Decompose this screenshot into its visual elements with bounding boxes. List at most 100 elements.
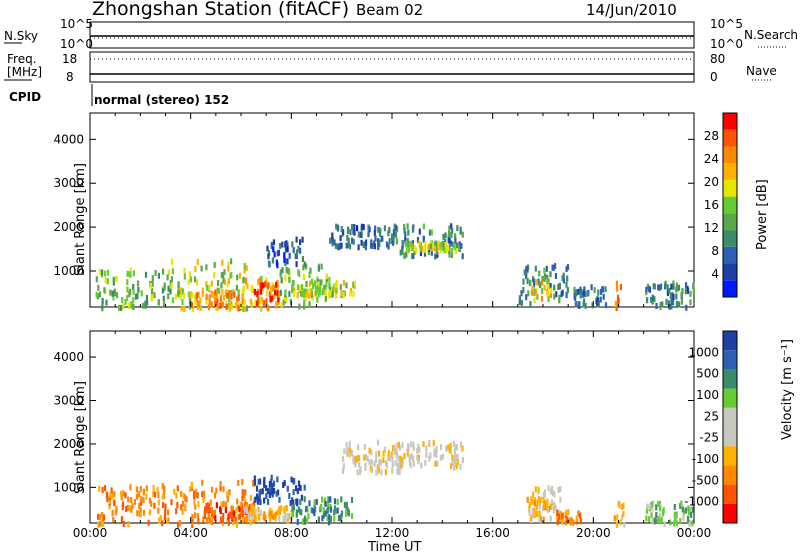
velocity-cell bbox=[263, 511, 266, 518]
velocity-cell bbox=[226, 496, 229, 503]
power-cell bbox=[549, 283, 552, 290]
velocity-cell bbox=[176, 502, 179, 508]
power-cell bbox=[122, 303, 125, 310]
velocity-cell bbox=[333, 515, 336, 522]
velocity-cell bbox=[166, 518, 169, 525]
velocity-cell bbox=[285, 505, 288, 512]
power-cell bbox=[380, 235, 383, 242]
power-cell bbox=[391, 233, 394, 240]
power-cell bbox=[438, 244, 441, 251]
power-cell bbox=[215, 305, 218, 311]
velocity-cell bbox=[158, 517, 161, 524]
velocity-cell bbox=[621, 514, 624, 521]
velocity-cell bbox=[209, 499, 212, 506]
velocity-cell bbox=[544, 504, 547, 511]
velocity-cell bbox=[153, 491, 157, 498]
power-cell bbox=[245, 265, 248, 272]
power-cell bbox=[268, 291, 271, 297]
power-cell bbox=[189, 276, 192, 283]
velocity-cell bbox=[401, 442, 404, 449]
power-cell bbox=[419, 250, 423, 257]
power-cell bbox=[419, 245, 422, 252]
velocity-cell bbox=[139, 511, 142, 518]
power-cell bbox=[336, 280, 339, 286]
power-cell bbox=[276, 284, 279, 291]
power-cell bbox=[241, 293, 244, 300]
power-cell bbox=[448, 238, 451, 244]
power-cell bbox=[342, 280, 346, 286]
velocity-cell bbox=[391, 467, 394, 474]
power-cell bbox=[340, 242, 343, 249]
velocity-cell bbox=[529, 515, 532, 522]
power-cell bbox=[296, 292, 299, 299]
velocity-cell bbox=[203, 513, 207, 520]
velocity-cell bbox=[651, 505, 654, 512]
velocity-cell bbox=[230, 506, 233, 513]
power-cell bbox=[593, 287, 596, 294]
velocity-cell bbox=[210, 519, 213, 526]
power-cell bbox=[562, 277, 565, 284]
power-cell bbox=[298, 303, 301, 310]
power-cell bbox=[554, 263, 557, 270]
velocity-cell bbox=[214, 492, 217, 499]
cpid-text: normal (stereo) 152 bbox=[94, 93, 230, 107]
power-cell bbox=[577, 288, 580, 295]
velocity-cell bbox=[408, 459, 412, 466]
power-cell bbox=[360, 223, 363, 230]
power-cell bbox=[677, 284, 681, 291]
velocity-cell bbox=[373, 460, 376, 467]
power-cell bbox=[579, 286, 582, 293]
power-cell bbox=[189, 291, 192, 298]
velocity-cell bbox=[256, 493, 259, 500]
velocity-cell bbox=[388, 455, 391, 462]
power-cell bbox=[689, 290, 692, 297]
velocity-cell bbox=[164, 503, 167, 510]
velocity-cell bbox=[449, 442, 452, 449]
power-cell bbox=[131, 303, 135, 310]
power-cell bbox=[450, 240, 453, 247]
power-cell bbox=[95, 276, 98, 283]
power-cell bbox=[407, 229, 410, 236]
power-cell bbox=[216, 298, 219, 305]
power-cell bbox=[331, 237, 334, 244]
velocity-cell bbox=[333, 505, 337, 512]
power-cell bbox=[615, 305, 618, 312]
power-cell bbox=[392, 235, 395, 241]
power-cell bbox=[526, 278, 529, 285]
power-colorbar-tick: 20 bbox=[704, 175, 719, 189]
freq-tick-high: 18 bbox=[62, 52, 78, 66]
velocity-cell bbox=[283, 506, 286, 513]
velocity-cell bbox=[340, 496, 343, 503]
velocity-cell bbox=[288, 493, 291, 499]
power-cell bbox=[325, 281, 328, 288]
velocity-cell bbox=[616, 521, 619, 528]
power-cell bbox=[378, 239, 381, 246]
velocity-cell bbox=[292, 478, 295, 485]
velocity-colorbar-tick: 500 bbox=[696, 367, 719, 381]
velocity-ytick-label: 3000 bbox=[53, 394, 84, 408]
power-cell bbox=[540, 288, 544, 294]
power-cell bbox=[435, 241, 438, 248]
velocity-cell bbox=[110, 487, 113, 494]
velocity-cell bbox=[244, 506, 247, 513]
velocity-cell bbox=[345, 509, 348, 516]
power-cell bbox=[205, 264, 208, 271]
velocity-cell bbox=[148, 497, 151, 504]
velocity-cell bbox=[190, 482, 194, 489]
power-cell bbox=[196, 258, 199, 265]
power-cell bbox=[288, 276, 291, 283]
search-tick-high: 10^5 bbox=[710, 17, 743, 31]
velocity-cell bbox=[274, 515, 277, 522]
power-colorbar-bin bbox=[723, 129, 737, 147]
power-cell bbox=[136, 293, 139, 300]
power-cell bbox=[604, 302, 608, 309]
velocity-cell bbox=[258, 490, 261, 497]
power-cell bbox=[285, 296, 288, 303]
velocity-cell bbox=[323, 497, 327, 504]
velocity-cell bbox=[350, 513, 354, 520]
velocity-cell bbox=[203, 510, 206, 517]
velocity-cell bbox=[98, 485, 101, 492]
power-cell bbox=[149, 282, 152, 289]
velocity-cell bbox=[122, 490, 125, 497]
power-cell bbox=[297, 269, 300, 276]
